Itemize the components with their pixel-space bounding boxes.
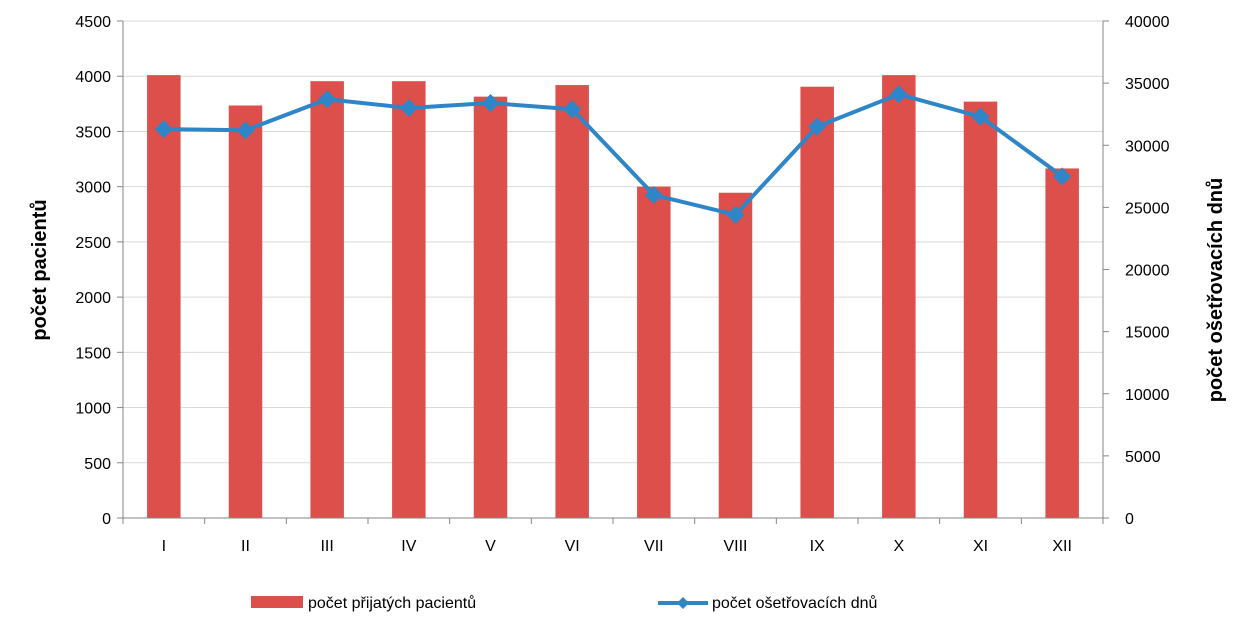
x-tick-label: IV bbox=[401, 538, 416, 555]
gridlines bbox=[123, 20, 1103, 464]
bar bbox=[963, 101, 998, 518]
legend-label-line: počet ošetřovacích dnů bbox=[712, 594, 877, 612]
x-tick-label: II bbox=[241, 538, 250, 555]
bar bbox=[882, 75, 916, 519]
line-point bbox=[154, 120, 173, 139]
left-tick-label: 4000 bbox=[75, 69, 111, 86]
right-tick-label: 15000 bbox=[1125, 325, 1170, 342]
right-tick-label: 40000 bbox=[1125, 14, 1170, 31]
line-point bbox=[236, 121, 255, 140]
tick-labels: 0 500 1000 1500 2000 2500 3000 3500 4000 4500 0 500… bbox=[75, 14, 1169, 555]
line-point bbox=[889, 85, 908, 104]
right-tick-label: 10000 bbox=[1125, 387, 1170, 404]
bar bbox=[800, 86, 834, 518]
bar bbox=[637, 186, 671, 518]
bar-series bbox=[147, 75, 1079, 519]
bar bbox=[147, 75, 181, 519]
right-tick-label: 30000 bbox=[1125, 138, 1170, 155]
x-tick-label: VII bbox=[644, 538, 664, 555]
bar bbox=[392, 81, 426, 518]
x-tick-label: V bbox=[485, 538, 496, 555]
legend: počet přijatých pacientů počet ošetřovac… bbox=[251, 594, 877, 612]
x-tick-label: XI bbox=[973, 538, 988, 555]
right-tick-label: 20000 bbox=[1125, 263, 1170, 280]
x-tick-label: VI bbox=[565, 538, 580, 555]
right-tick-label: 35000 bbox=[1125, 76, 1170, 93]
left-tick-label: 4500 bbox=[75, 14, 111, 31]
legend-swatch-bars bbox=[251, 596, 303, 608]
bar bbox=[228, 105, 263, 519]
right-axis-title: počet ošetřovacích dnů bbox=[1205, 178, 1227, 403]
left-axis-title: počet pacientů bbox=[29, 199, 51, 340]
legend-label-bars: počet přijatých pacientů bbox=[308, 594, 476, 612]
line-point bbox=[563, 100, 582, 119]
bar bbox=[473, 96, 508, 518]
bar bbox=[555, 85, 589, 519]
left-tick-label: 3000 bbox=[75, 180, 111, 197]
line-point bbox=[481, 94, 500, 113]
bar bbox=[718, 192, 753, 519]
line-point bbox=[399, 98, 418, 117]
right-tick-label: 0 bbox=[1125, 511, 1134, 528]
left-tick-label: 2000 bbox=[75, 290, 111, 307]
line-point bbox=[1053, 167, 1072, 186]
line-point bbox=[726, 205, 745, 224]
left-tick-label: 3500 bbox=[75, 124, 111, 141]
line-point bbox=[808, 117, 827, 136]
line-point bbox=[644, 185, 663, 204]
left-tick-label: 2500 bbox=[75, 235, 111, 252]
bar bbox=[1045, 168, 1079, 518]
left-tick-label: 500 bbox=[84, 456, 111, 473]
bar bbox=[310, 81, 344, 518]
series-line bbox=[163, 92, 1064, 217]
x-tick-label: I bbox=[162, 538, 166, 555]
x-tick-label: IX bbox=[810, 538, 825, 555]
legend-swatch-marker bbox=[677, 597, 689, 609]
line-point bbox=[971, 107, 990, 126]
x-tick-label: X bbox=[893, 538, 904, 555]
left-tick-label: 0 bbox=[102, 511, 111, 528]
x-tick-label: VIII bbox=[723, 538, 747, 555]
axes bbox=[117, 20, 1109, 524]
line-point bbox=[318, 90, 337, 109]
x-tick-label: XII bbox=[1052, 538, 1072, 555]
left-tick-label: 1000 bbox=[75, 401, 111, 418]
right-tick-label: 25000 bbox=[1125, 200, 1170, 217]
line-series bbox=[154, 85, 1072, 224]
x-tick-label: III bbox=[320, 538, 333, 555]
left-tick-label: 1500 bbox=[75, 345, 111, 362]
right-tick-label: 5000 bbox=[1125, 449, 1161, 466]
